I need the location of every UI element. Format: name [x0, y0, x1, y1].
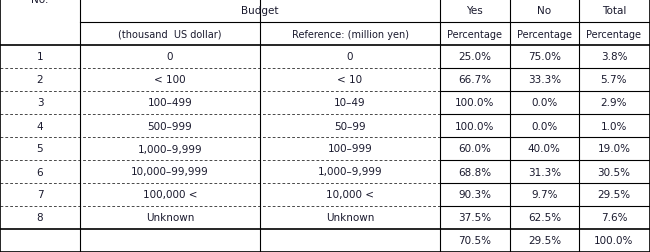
Text: 29.5%: 29.5%	[597, 190, 630, 200]
Text: 1,000–9,999: 1,000–9,999	[318, 167, 382, 177]
Text: 2: 2	[36, 75, 44, 85]
Text: 5: 5	[36, 144, 44, 154]
Text: 70.5%: 70.5%	[458, 236, 491, 245]
Text: 7.6%: 7.6%	[601, 213, 627, 223]
Text: Percentage: Percentage	[447, 29, 502, 39]
Text: 66.7%: 66.7%	[458, 75, 491, 85]
Text: 50–99: 50–99	[334, 121, 366, 131]
Text: 8: 8	[36, 213, 44, 223]
Text: 7: 7	[36, 190, 44, 200]
Text: 100–999: 100–999	[328, 144, 372, 154]
Text: 33.3%: 33.3%	[528, 75, 561, 85]
Text: 62.5%: 62.5%	[528, 213, 561, 223]
Text: 68.8%: 68.8%	[458, 167, 491, 177]
Text: 3: 3	[36, 98, 44, 108]
Text: 100.0%: 100.0%	[455, 98, 495, 108]
Text: 10,000 <: 10,000 <	[326, 190, 374, 200]
Text: 37.5%: 37.5%	[458, 213, 491, 223]
Text: 0: 0	[166, 52, 173, 62]
Text: 40.0%: 40.0%	[528, 144, 561, 154]
Text: < 10: < 10	[337, 75, 363, 85]
Text: 5.7%: 5.7%	[601, 75, 627, 85]
Text: Percentage: Percentage	[586, 29, 642, 39]
Text: < 100: < 100	[154, 75, 186, 85]
Text: No.: No.	[31, 0, 49, 5]
Text: 25.0%: 25.0%	[458, 52, 491, 62]
Text: 75.0%: 75.0%	[528, 52, 561, 62]
Text: 10–49: 10–49	[334, 98, 366, 108]
Text: 100–499: 100–499	[148, 98, 192, 108]
Text: (thousand  US dollar): (thousand US dollar)	[118, 29, 222, 39]
Text: 19.0%: 19.0%	[597, 144, 630, 154]
Text: 31.3%: 31.3%	[528, 167, 561, 177]
Text: 90.3%: 90.3%	[458, 190, 491, 200]
Text: Unknown: Unknown	[326, 213, 374, 223]
Text: 2.9%: 2.9%	[601, 98, 627, 108]
Text: 100.0%: 100.0%	[455, 121, 495, 131]
Text: 10,000–99,999: 10,000–99,999	[131, 167, 209, 177]
Text: 29.5%: 29.5%	[528, 236, 561, 245]
Text: 3.8%: 3.8%	[601, 52, 627, 62]
Text: Percentage: Percentage	[517, 29, 572, 39]
Text: 500–999: 500–999	[148, 121, 192, 131]
Text: 9.7%: 9.7%	[531, 190, 558, 200]
Text: Total: Total	[602, 7, 626, 16]
Text: 100,000 <: 100,000 <	[143, 190, 197, 200]
Text: 100.0%: 100.0%	[594, 236, 634, 245]
Text: Reference: (million yen): Reference: (million yen)	[291, 29, 408, 39]
Text: 0: 0	[347, 52, 354, 62]
Text: 60.0%: 60.0%	[458, 144, 491, 154]
Text: 1: 1	[36, 52, 44, 62]
Text: 4: 4	[36, 121, 44, 131]
Text: 1.0%: 1.0%	[601, 121, 627, 131]
Text: No: No	[538, 7, 551, 16]
Text: 30.5%: 30.5%	[597, 167, 630, 177]
Text: 0.0%: 0.0%	[531, 98, 558, 108]
Text: 0.0%: 0.0%	[531, 121, 558, 131]
Text: 1,000–9,999: 1,000–9,999	[138, 144, 202, 154]
Text: Yes: Yes	[467, 7, 483, 16]
Text: Unknown: Unknown	[146, 213, 194, 223]
Text: 6: 6	[36, 167, 44, 177]
Text: Budget: Budget	[241, 7, 279, 16]
